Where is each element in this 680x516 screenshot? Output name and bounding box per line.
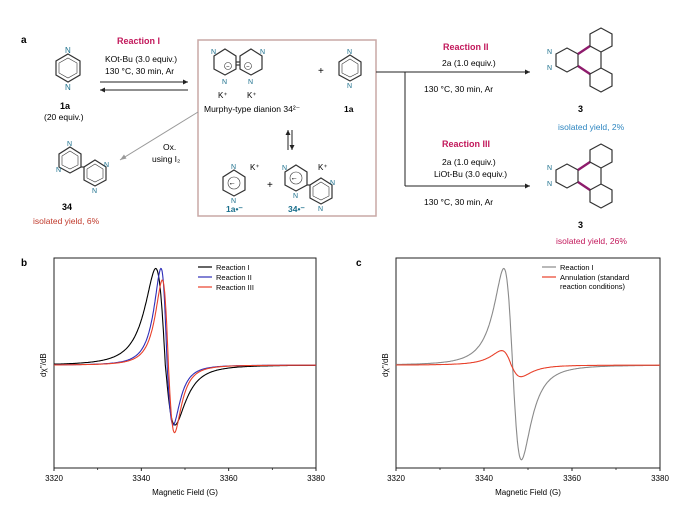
reaction3-base: LiOt-Bu (3.0 equiv.) (434, 169, 507, 179)
product-3-top-label: 3 (578, 104, 583, 114)
y-axis-label: dχ''/dB (381, 353, 390, 377)
bipyrazine-yield: isolated yield, 6% (33, 216, 100, 226)
reaction1-cond1: KOt-Bu (3.0 equiv.) (105, 54, 177, 64)
svg-text:N: N (211, 49, 216, 56)
svg-text:N: N (222, 79, 227, 86)
reaction3-title: Reaction III (442, 139, 490, 149)
svg-text:N: N (347, 83, 352, 90)
product-3-bottom: N N (547, 143, 613, 209)
series-line-2 (54, 279, 316, 434)
x-tick-label: 3340 (475, 474, 493, 483)
svg-text:N: N (104, 162, 109, 169)
reaction2-yield: isolated yield, 2% (558, 122, 625, 132)
product-3-top: N N (547, 27, 613, 93)
legend-label-1: Annulation (standard (560, 273, 629, 282)
bipyrazine-label: 34 (62, 202, 72, 212)
reaction3-cond: 130 °C, 30 min, Ar (424, 197, 493, 207)
reaction2-cond: 130 °C, 30 min, Ar (424, 84, 493, 94)
legend-label-0: Reaction I (560, 263, 594, 272)
oxidation-arrow (119, 111, 199, 161)
svg-text:N: N (547, 49, 552, 56)
plot-frame (53, 257, 317, 469)
legend-label-1-cont: reaction conditions) (560, 282, 626, 291)
radical-34: •− N N N N (282, 164, 335, 213)
x-tick-label: 3340 (132, 474, 150, 483)
x-tick-label: 3380 (651, 474, 669, 483)
epr-chart-b: b 3320 3340 3360 3380 Magnetic Field (G) dχ''/… (21, 257, 325, 497)
epr-chart-c: c 3320 3340 3360 3380 Magnetic Field (G) dχ''/… (356, 257, 669, 497)
legend-label-0: Reaction I (216, 263, 250, 272)
x-tick-label: 3380 (307, 474, 325, 483)
ox-label: Ox. (163, 142, 176, 152)
y-axis-label: dχ''/dB (39, 353, 48, 377)
ox-reagent: using I₂ (152, 154, 180, 164)
sm-label: 1a (60, 101, 71, 111)
series-line-0 (395, 267, 660, 461)
svg-text:N: N (231, 198, 236, 205)
plus-top: + (318, 66, 324, 77)
dianion-structure: N N N N − − (211, 48, 265, 86)
svg-text:N: N (347, 49, 352, 56)
sm-equiv: (20 equiv.) (44, 112, 84, 122)
svg-text:N: N (231, 164, 236, 171)
legend-label-1: Reaction II (216, 273, 252, 282)
product-3-bottom-label: 3 (578, 220, 583, 230)
bipyrazine-34: N N N N (56, 141, 109, 195)
svg-text:N: N (293, 193, 298, 200)
svg-text:N: N (67, 141, 72, 148)
svg-text:N: N (547, 181, 552, 188)
radical-1a-k: K⁺ (250, 163, 260, 172)
svg-text:N: N (547, 165, 552, 172)
svg-text:N: N (260, 49, 265, 56)
pyrazine-1a-center: N N (338, 49, 362, 90)
pyrazine-1a-left: N N (55, 46, 81, 92)
reaction3-yield: isolated yield, 26% (556, 236, 627, 246)
panel-label-c: c (356, 258, 362, 269)
svg-text:N: N (65, 83, 71, 92)
scheme-panel: a N N 1a (20 equiv.) Reaction I KOt-Bu (… (21, 27, 627, 246)
series-line-1 (54, 267, 316, 426)
svg-text:N: N (92, 188, 97, 195)
reaction2-title: Reaction II (443, 42, 489, 52)
svg-text:N: N (547, 65, 552, 72)
svg-text:N: N (56, 167, 61, 174)
x-tick-label: 3360 (563, 474, 581, 483)
svg-text:−: − (246, 65, 250, 71)
center-1a-label: 1a (344, 104, 354, 114)
radical-1a-label: 1a•⁻ (226, 204, 243, 214)
svg-text:N: N (282, 165, 287, 172)
dianion-k1: K⁺ (218, 91, 228, 100)
svg-text:•−: •− (292, 177, 297, 183)
x-tick-label: 3320 (45, 474, 63, 483)
reaction1-title: Reaction I (117, 36, 160, 46)
svg-text:−: − (226, 65, 230, 71)
svg-text:N: N (65, 46, 71, 55)
dianion-box (197, 39, 377, 217)
svg-text:•−: •− (230, 182, 235, 188)
x-tick-label: 3320 (387, 474, 405, 483)
svg-text:N: N (318, 206, 323, 213)
panel-label-a: a (21, 35, 27, 46)
radical-34-label: 34•⁻ (288, 204, 305, 214)
reaction2-reagent: 2a (1.0 equiv.) (442, 58, 496, 68)
radical-1a: •− N N (222, 164, 246, 205)
plus-bottom: + (267, 180, 273, 191)
reaction1-cond2: 130 °C, 30 min, Ar (105, 66, 174, 76)
legend-label-2: Reaction III (216, 283, 254, 292)
svg-text:N: N (248, 79, 253, 86)
reaction3-reagent: 2a (1.0 equiv.) (442, 157, 496, 167)
svg-text:N: N (330, 180, 335, 187)
dianion-name: Murphy-type dianion 34²⁻ (204, 104, 301, 114)
dianion-k2: K⁺ (247, 91, 257, 100)
x-tick-label: 3360 (220, 474, 238, 483)
panel-label-b: b (21, 258, 27, 269)
x-axis-label: Magnetic Field (G) (495, 488, 561, 497)
radical-34-k: K⁺ (318, 163, 328, 172)
series-line-0 (54, 267, 316, 426)
series-line-1 (396, 350, 661, 378)
x-axis-label: Magnetic Field (G) (152, 488, 218, 497)
